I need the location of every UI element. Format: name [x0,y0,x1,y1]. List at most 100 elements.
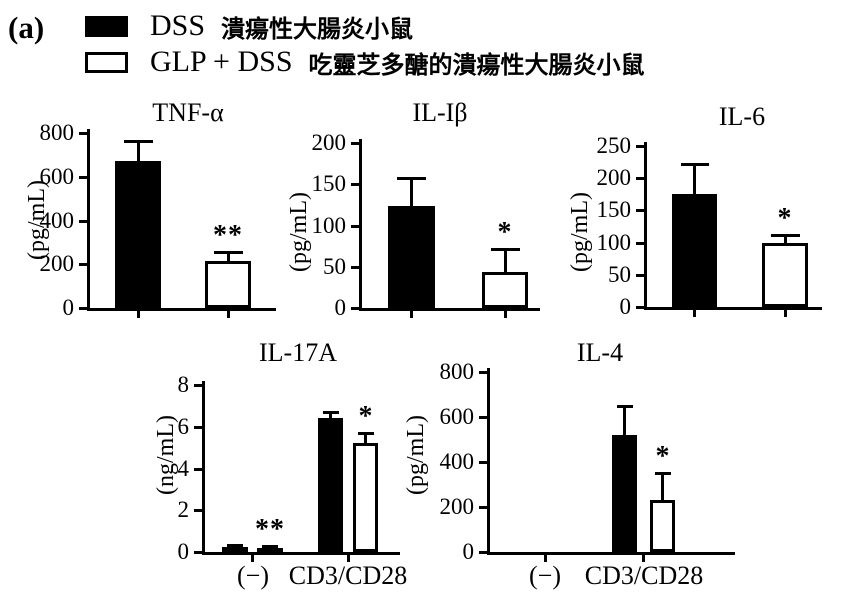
x-group-label: CD3/CD28 [584,561,704,590]
chart-title: IL-17A [259,338,337,367]
bar-glp-dss [353,443,378,552]
x-tick [251,555,254,562]
x-tick [693,310,696,317]
error-bar-line [693,164,696,194]
error-bar-line [364,433,367,444]
y-tick-label: 150 [596,197,632,222]
error-bar-cap [491,248,520,251]
y-tick [479,416,488,419]
y-tick [479,551,488,554]
y-tick [194,426,203,429]
error-bar-cap [124,140,153,143]
significance-label: * [358,401,374,432]
bar-glp-dss [482,272,528,308]
y-tick [351,142,360,145]
significance-label: * [777,203,793,234]
y-tick-label: 200 [39,251,75,276]
error-bar-cap [617,405,633,408]
y-tick-label: 150 [311,171,347,196]
error-bar-line [227,252,230,261]
bar-glp-dss [205,261,251,308]
y-tick [479,461,488,464]
x-tick [784,310,787,317]
x-tick [410,311,413,318]
error-bar-line [661,473,664,500]
error-bar-cap [323,411,339,414]
x-axis [487,552,735,555]
y-axis [359,139,362,311]
y-axis [487,368,490,555]
error-bar-cap [214,251,243,254]
error-bar-line [329,412,332,419]
error-bar-cap [397,177,426,180]
y-tick-label: 4 [177,456,190,481]
glp-dss-white-swatch [85,51,128,73]
y-tick [79,307,88,310]
x-tick [544,555,547,562]
x-tick [504,311,507,318]
bar-glp-dss [257,548,283,552]
chart-title: TNF-α [152,98,224,127]
y-tick [351,307,360,310]
bar-dss [672,194,717,307]
error-bar-line [504,249,507,272]
x-axis [644,307,822,310]
y-tick [636,177,645,180]
legend-dss-description: 潰瘍性大腸炎小鼠 [221,14,414,43]
error-bar-line [623,406,626,435]
y-tick [351,183,360,186]
y-tick-label: 0 [177,539,190,564]
bar-glp-dss [650,500,675,552]
x-tick [227,311,230,318]
legend-dss-code: DSS [150,9,206,42]
y-tick [194,384,203,387]
y-tick-label: 0 [62,295,75,320]
x-tick [642,555,645,562]
y-tick-label: 100 [311,213,347,238]
x-group-label: CD3/CD28 [288,561,408,590]
x-tick [137,311,140,318]
bar-dss [388,206,435,308]
y-tick-label: 800 [39,120,75,145]
y-tick [479,506,488,509]
chart-title: IL-6 [718,102,766,131]
x-axis [87,308,276,311]
y-tick [351,266,360,269]
y-tick [79,132,88,135]
y-tick [194,468,203,471]
y-tick-label: 250 [596,133,632,158]
chart-title: IL-4 [576,338,624,367]
y-tick [79,176,88,179]
y-tick-label: 400 [439,449,475,474]
error-bar-cap [655,472,671,475]
dss-black-swatch [85,15,128,37]
y-tick-label: 8 [177,372,190,397]
bar-dss [612,435,637,552]
bar-dss [115,161,161,308]
y-tick [636,145,645,148]
y-tick-label: 50 [608,262,631,287]
y-tick-label: 400 [39,208,75,233]
error-bar-cap [358,432,374,435]
y-tick-label: 600 [439,404,475,429]
y-tick [636,274,645,277]
y-tick-label: 0 [462,539,475,564]
legend-item-glp-dss: GLP + DSS 吃靈芝多醣的潰瘍性大腸炎小鼠 [85,44,645,80]
y-tick [636,242,645,245]
y-tick [351,225,360,228]
bar-dss [222,547,248,552]
x-axis [359,308,540,311]
y-tick [479,371,488,374]
y-tick-label: 100 [596,230,632,255]
significance-label: * [497,217,513,248]
y-tick [636,209,645,212]
x-group-label: (−) [237,561,269,590]
x-group-label: (−) [529,561,561,590]
y-tick-label: 6 [177,414,190,439]
y-tick-label: 2 [177,497,190,522]
significance-label: * [655,441,671,472]
